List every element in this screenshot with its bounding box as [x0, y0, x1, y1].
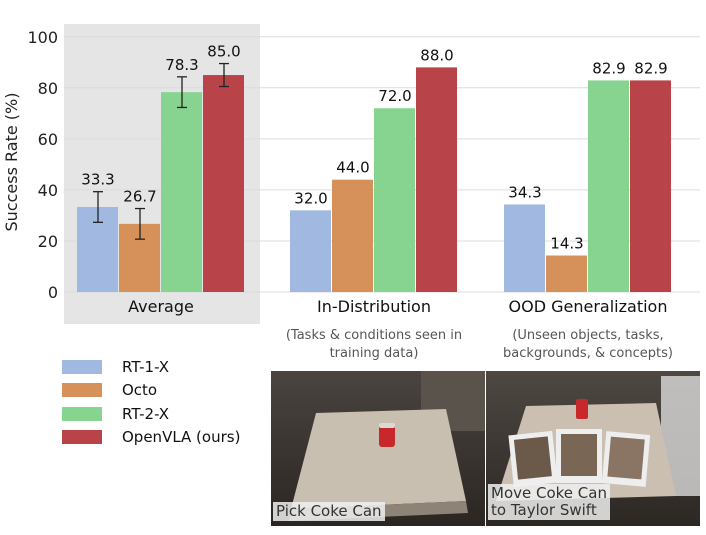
bar-value-label: 34.3 — [508, 183, 541, 201]
bar-openvla-ours--0 — [203, 75, 244, 292]
legend-swatch — [62, 430, 102, 445]
y-axis-label: Success Rate (%) — [2, 93, 21, 232]
bar-value-label: 33.3 — [81, 171, 114, 189]
legend: RT-1-X Octo RT-2-X OpenVLA (ours) — [62, 355, 240, 449]
bar-value-label: 32.0 — [294, 189, 327, 207]
bar-value-label: 88.0 — [420, 46, 453, 64]
x-category-note: (Unseen objects, tasks, — [512, 328, 663, 343]
bar-openvla-ours--1 — [416, 67, 457, 292]
bar-rt-2-x-0 — [161, 92, 202, 292]
legend-label: OpenVLA (ours) — [122, 428, 241, 447]
legend-label: RT-2-X — [122, 404, 170, 423]
x-category-label: In-Distribution — [317, 297, 431, 316]
y-axis-ticks: 0 20 40 60 80 100 — [27, 28, 58, 302]
legend-item: OpenVLA (ours) — [62, 426, 240, 450]
y-tick-label: 40 — [38, 181, 58, 200]
bar-value-label: 82.9 — [634, 59, 667, 77]
bar-value-label: 26.7 — [123, 188, 156, 206]
bar-value-label: 72.0 — [378, 87, 411, 105]
legend-label: Octo — [122, 381, 158, 400]
photo-caption-1: Pick Coke Can — [273, 502, 385, 521]
legend-swatch — [62, 406, 102, 421]
x-axis-labels: Average In-Distribution (Tasks & condition… — [128, 297, 673, 360]
legend-label: RT-1-X — [122, 357, 170, 376]
bar-rt-2-x-2 — [588, 80, 629, 292]
bar-rt-2-x-1 — [374, 108, 415, 292]
legend-item: Octo — [62, 379, 240, 403]
photo-caption-2: Move Coke Can to Taylor Swift — [488, 484, 610, 520]
bar-value-label: 44.0 — [336, 159, 369, 177]
y-tick-label: 60 — [38, 130, 58, 149]
photo-move-coke-can: Move Coke Can to Taylor Swift — [486, 371, 700, 526]
bar-openvla-ours--2 — [630, 80, 671, 292]
robot-scene-image-1 — [271, 371, 485, 526]
photo-pick-coke-can: Pick Coke Can — [271, 371, 485, 526]
y-tick-label: 80 — [38, 79, 58, 98]
x-category-label: Average — [128, 297, 194, 316]
bar-value-label: 14.3 — [550, 235, 583, 253]
y-tick-label: 20 — [38, 232, 58, 251]
x-category-note: (Tasks & conditions seen in — [286, 328, 462, 343]
bar-chart: 0 20 40 60 80 100 33.3 32.0 34.3 26.7 44.0 14.3 78.… — [2, 24, 700, 360]
bar-value-label: 85.0 — [207, 43, 240, 61]
x-category-label: OOD Generalization — [509, 297, 668, 316]
bar-rt-1-x-2 — [504, 204, 545, 292]
bar-rt-1-x-1 — [290, 210, 331, 292]
legend-item: RT-2-X — [62, 402, 240, 426]
x-category-note: training data) — [330, 346, 419, 360]
x-category-note: backgrounds, & concepts) — [503, 346, 673, 360]
legend-swatch — [62, 383, 102, 398]
bar-value-label: 82.9 — [592, 59, 625, 77]
bar-octo-2 — [546, 255, 587, 292]
y-tick-label: 100 — [27, 28, 58, 47]
y-tick-label: 0 — [48, 283, 58, 302]
bar-value-label: 78.3 — [165, 56, 198, 74]
bars: 33.3 32.0 34.3 26.7 44.0 14.3 78.3 72.0 82.9 85.0… — [77, 43, 671, 292]
bar-octo-1 — [332, 179, 373, 292]
legend-swatch — [62, 359, 102, 374]
legend-item: RT-1-X — [62, 355, 240, 379]
